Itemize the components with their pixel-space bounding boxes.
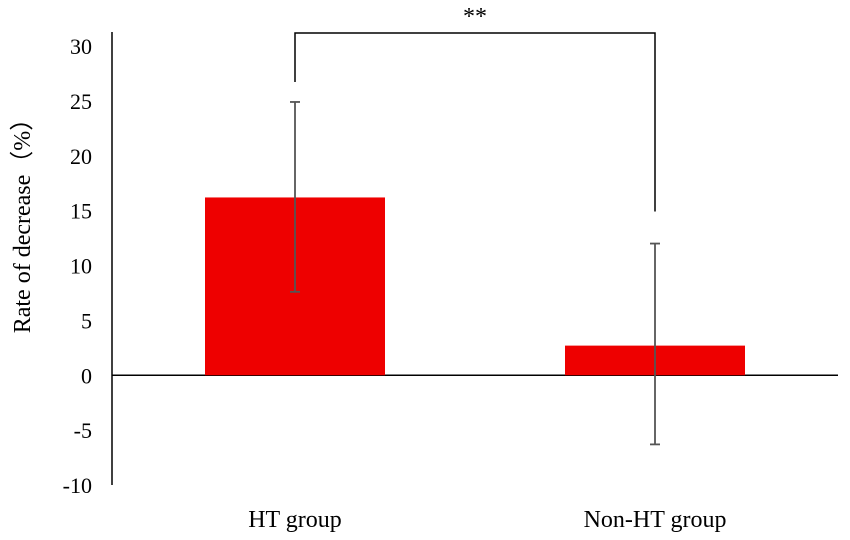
y-axis-label: Rate of decrease（%）	[10, 107, 36, 334]
error-bars	[290, 101, 660, 446]
y-tick-label: -10	[63, 473, 92, 498]
significance-bracket-line	[294, 32, 656, 212]
y-tick-label: -5	[74, 418, 92, 443]
y-tick-label: 15	[70, 199, 92, 224]
x-category-label: Non-HT group	[584, 507, 727, 533]
y-axis-ticks: 30 25 20 15 10 5 0 -5 -10	[63, 34, 92, 498]
y-tick-label: 5	[81, 308, 92, 333]
y-tick-label: 20	[70, 144, 92, 169]
error-bar	[650, 242, 660, 446]
y-tick-label: 10	[70, 254, 92, 279]
error-bar	[290, 101, 300, 293]
category-labels: HT group Non-HT group	[248, 507, 726, 533]
y-tick-label: 25	[70, 89, 92, 114]
significance-bracket: **	[294, 4, 656, 212]
bars	[205, 197, 745, 376]
x-category-label: HT group	[248, 507, 342, 533]
y-tick-label: 0	[81, 363, 92, 388]
significance-label: **	[463, 4, 487, 30]
y-tick-label: 30	[70, 34, 92, 59]
